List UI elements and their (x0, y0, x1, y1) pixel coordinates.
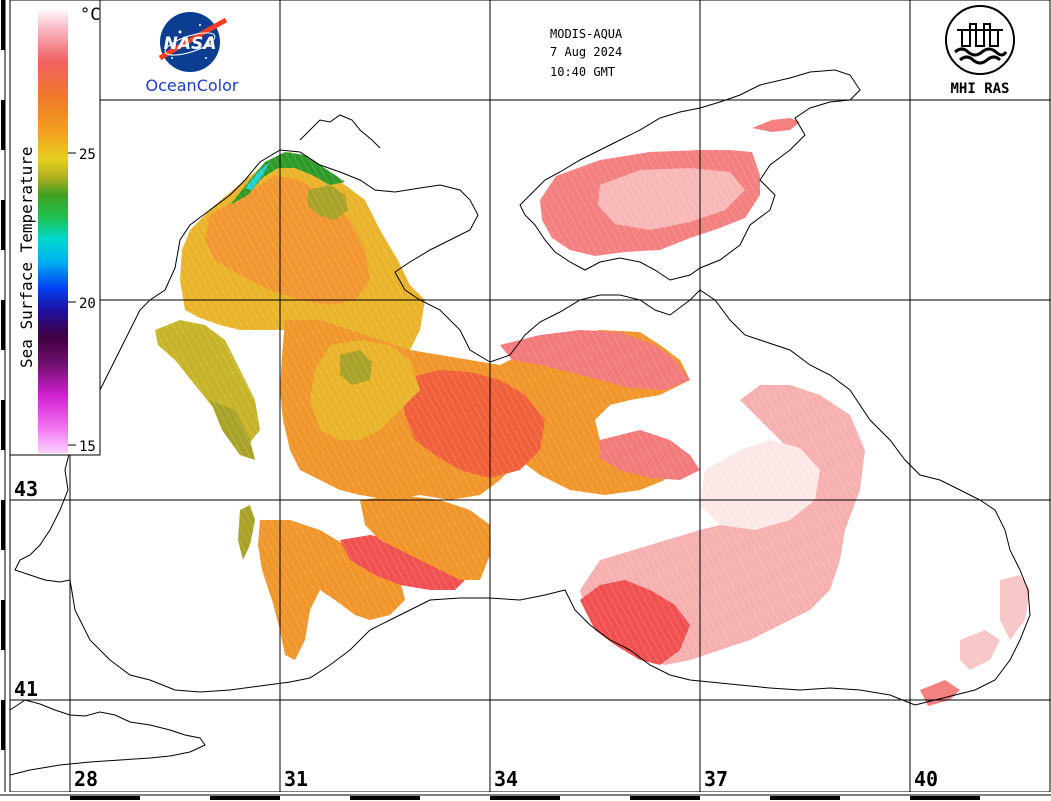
header-satellite: MODIS-AQUA (550, 27, 623, 41)
lon-label-37: 37 (704, 767, 728, 791)
colorbar-tick-15: 15 (79, 439, 96, 455)
coastline-north (129, 149, 1031, 706)
lon-label-40: 40 (914, 767, 938, 791)
nasa-logo: NASA OceanColor (146, 12, 239, 95)
lat-label-43: 43 (14, 477, 38, 501)
mhi-logo-text: MHI RAS (950, 81, 1009, 97)
coastline-spit (299, 114, 381, 149)
graticule (10, 0, 1051, 792)
colorbar: °C 25 20 15 Sea Surface Temperature (9, 0, 101, 456)
coastline-azov (519, 69, 861, 281)
header-time: 10:40 GMT (550, 65, 615, 79)
colorbar-title: Sea Surface Temperature (17, 146, 36, 368)
coastline-marmara (9, 699, 206, 776)
colorbar-unit: °C (80, 5, 100, 25)
header-date: 7 Aug 2024 (550, 45, 622, 59)
axis-labels: 28 31 34 37 40 43 41 (14, 477, 938, 791)
header: MODIS-AQUA 7 Aug 2024 10:40 GMT (550, 27, 623, 79)
scanline-texture (150, 140, 870, 680)
nasa-logo-text: NASA (164, 34, 217, 54)
left-scale (1, 0, 6, 792)
sst-far-east (1000, 575, 1030, 640)
lon-label-28: 28 (74, 767, 98, 791)
bottom-scale (0, 792, 1051, 801)
lon-label-34: 34 (494, 767, 518, 791)
coastline-south (69, 579, 916, 706)
sst-data-layer (150, 118, 1030, 706)
sst-azov-east (752, 118, 800, 132)
sst-east-coast (960, 630, 1000, 670)
colorbar-tick-25: 25 (79, 147, 96, 163)
lat-label-41: 41 (14, 677, 38, 701)
mhi-logo: MHI RAS (945, 5, 1015, 97)
colorbar-gradient (38, 8, 68, 453)
coastline-layer (9, 69, 1031, 776)
lon-label-31: 31 (284, 767, 308, 791)
oceancolor-logo-text: OceanColor (146, 76, 239, 95)
colorbar-tick-20: 20 (79, 296, 96, 312)
